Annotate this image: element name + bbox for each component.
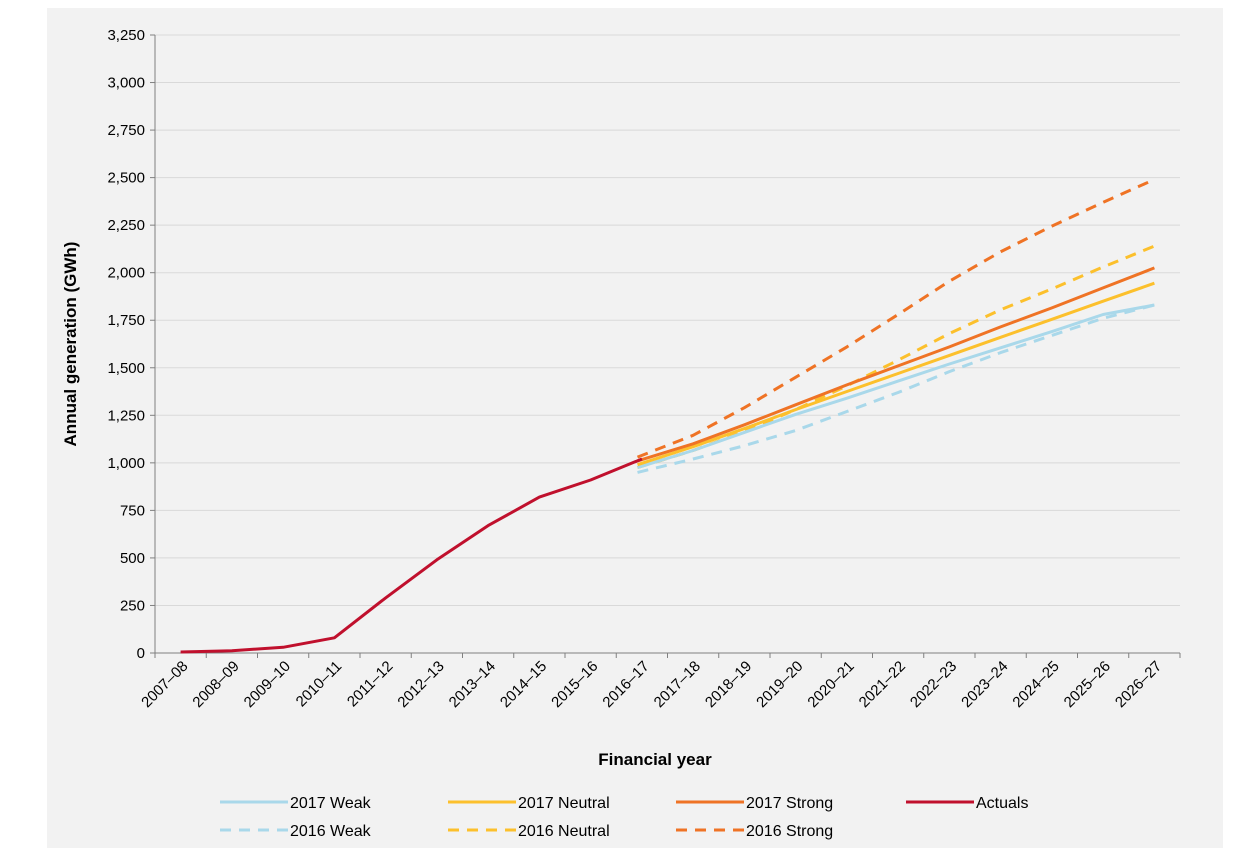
series-line-2017-neutral: [637, 281, 1155, 467]
y-tick-label: 3,250: [107, 27, 145, 44]
x-tick-label: 2022–23: [907, 658, 960, 711]
y-tick-label: 2,500: [107, 170, 145, 187]
x-tick-label: 2025–26: [1061, 658, 1114, 711]
y-tick-label: 1,750: [107, 312, 145, 329]
y-tick-label: 750: [120, 502, 145, 519]
x-tick-label: 2019–20: [753, 658, 806, 711]
gridlines: [155, 34, 1180, 606]
legend-label: 2016 Weak: [290, 823, 372, 840]
x-tick-label: 2014–15: [497, 658, 550, 711]
y-tick-label: 250: [120, 597, 145, 614]
y-tick-label: 500: [120, 550, 145, 567]
series-lines: [180, 178, 1156, 654]
legend-label: 2017 Strong: [746, 795, 833, 812]
y-tick-label: 0: [137, 645, 145, 662]
x-tick-label: 2018–19: [702, 658, 755, 711]
x-tick-label: 2009–10: [241, 658, 294, 711]
x-tick-label: 2026–27: [1112, 658, 1165, 711]
x-axis-label: Financial year: [598, 750, 712, 769]
x-tick-label: 2015–16: [548, 658, 601, 711]
y-axis-ticks: 0 250 500 750 1,000 1,250 1,500 1,750 2,000 2,250…: [107, 27, 155, 662]
legend-label: 2016 Neutral: [518, 823, 610, 840]
y-axis-label: Annual generation (GWh): [61, 242, 80, 447]
legend-label: 2017 Neutral: [518, 795, 610, 812]
y-tick-label: 1,000: [107, 455, 145, 472]
series-line-actuals: [180, 457, 643, 654]
series-line-2016-weak: [637, 303, 1155, 474]
x-tick-label: 2020–21: [804, 658, 857, 711]
legend: 2017 Weak 2017 Neutral 2017 Strong Actuals 2…: [220, 795, 1028, 840]
y-tick-label: 2,750: [107, 122, 145, 139]
x-tick-label: 2017–18: [651, 658, 704, 711]
y-tick-label: 2,000: [107, 265, 145, 282]
x-tick-label: 2008–09: [189, 658, 242, 711]
x-tick-label: 2016–17: [599, 658, 652, 711]
x-tick-label: 2024–25: [1009, 658, 1062, 711]
x-tick-label: 2012–13: [394, 658, 447, 711]
x-tick-label: 2023–24: [958, 658, 1011, 711]
series-line-2017-weak: [637, 303, 1155, 470]
x-tick-label: 2013–14: [446, 658, 499, 711]
x-axis-ticks: 2007–082008–092009–102010–112011–122012–…: [138, 653, 1181, 711]
series-line-2016-strong: [636, 178, 1156, 459]
x-tick-label: 2021–22: [856, 658, 909, 711]
y-tick-label: 2,250: [107, 217, 145, 234]
x-tick-label: 2010–11: [293, 658, 346, 711]
y-tick-label: 1,250: [107, 407, 145, 424]
legend-label: 2016 Strong: [746, 823, 833, 840]
y-tick-label: 1,500: [107, 360, 145, 377]
series-line-2017-strong: [637, 266, 1155, 463]
legend-label: Actuals: [976, 795, 1028, 812]
x-tick-label: 2007–08: [138, 658, 191, 711]
y-tick-label: 3,000: [107, 75, 145, 92]
legend-label: 2017 Weak: [290, 795, 372, 812]
chart-panel: [47, 8, 1223, 848]
x-tick-label: 2011–12: [344, 658, 397, 711]
